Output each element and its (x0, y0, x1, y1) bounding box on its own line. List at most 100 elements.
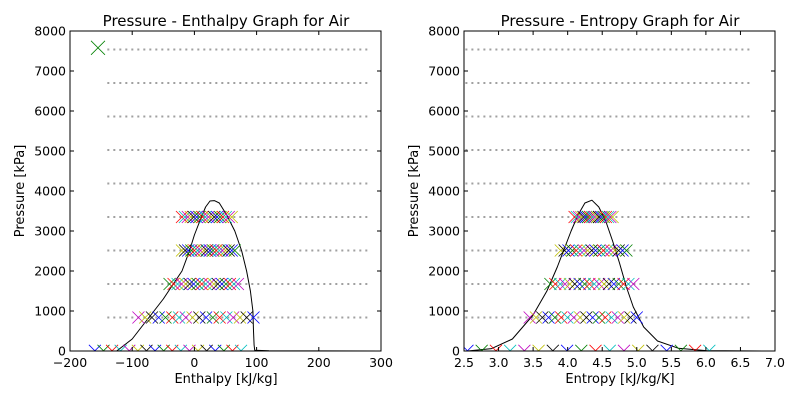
data-point-marker (548, 311, 562, 324)
data-point-marker (184, 210, 198, 224)
data-point-marker (620, 244, 633, 257)
data-point-marker (207, 210, 221, 224)
data-point-marker (578, 277, 591, 291)
pressure-enthalpy-chart: Pressure - Enthalpy Graph for Air Enthal… (13, 12, 393, 387)
data-point-marker (630, 311, 644, 324)
data-point-marker (226, 311, 240, 324)
data-point-marker (213, 311, 226, 324)
data-point-marker (604, 210, 617, 224)
data-point-marker (178, 244, 192, 257)
data-point-marker (535, 311, 549, 324)
data-point-marker (577, 210, 590, 224)
data-point-marker (225, 244, 239, 257)
data-point-marker (247, 311, 260, 324)
y-tick-label: 5000 (34, 144, 66, 159)
data-point-marker (573, 277, 586, 291)
x-tick-label: 0 (190, 355, 198, 370)
y-tick-label: 1000 (428, 304, 460, 319)
data-point-marker (199, 210, 212, 224)
data-point-marker (212, 244, 226, 257)
data-point-marker (181, 244, 195, 257)
data-point-marker (172, 311, 186, 324)
data-point-marker (570, 210, 584, 224)
data-point-marker (187, 210, 200, 224)
saturation-dome-curve (116, 200, 381, 351)
y-tick-label: 2000 (428, 264, 460, 279)
x-tick-label: 4.0 (558, 355, 578, 370)
data-point-marker (599, 210, 613, 224)
data-point-marker (240, 311, 254, 324)
x-tick-label: 5.0 (627, 355, 647, 370)
data-point-marker (579, 210, 593, 224)
data-point-marker (558, 277, 572, 291)
x-tick-label: 200 (307, 355, 331, 370)
data-point-marker (601, 210, 615, 224)
data-point-marker (228, 244, 242, 257)
data-point-marker (175, 244, 189, 257)
data-point-marker (159, 311, 172, 324)
data-point-marker (529, 311, 543, 324)
data-point-marker (590, 210, 604, 224)
data-point-marker (210, 210, 224, 224)
data-point-marker (194, 244, 207, 257)
y-tick-label: 3000 (34, 224, 66, 239)
plot-area (464, 48, 769, 351)
data-point-marker (181, 210, 195, 224)
x-tick-label: 5.5 (661, 355, 681, 370)
x-tick-label: 3.5 (523, 355, 543, 370)
data-point-marker (586, 311, 599, 324)
data-point-marker (554, 311, 568, 324)
data-point-marker (190, 210, 203, 224)
data-point-marker (561, 311, 574, 324)
axes-frame (69, 30, 382, 352)
data-point-marker (186, 311, 199, 324)
data-point-marker (216, 244, 229, 257)
y-tick-label: 0 (58, 344, 66, 359)
data-point-marker (622, 277, 635, 291)
saturation-dome-curve (467, 199, 769, 351)
data-point-marker (175, 210, 189, 224)
y-tick-label: 8000 (428, 24, 460, 39)
data-point-marker (231, 277, 245, 291)
data-point-marker (213, 210, 227, 224)
data-point-marker (188, 244, 201, 257)
data-point-marker (165, 311, 179, 324)
x-axis-label: Entropy [kJ/kg/K] (565, 372, 674, 387)
data-point-marker (179, 311, 193, 324)
data-point-marker (227, 277, 241, 291)
x-axis-label: Enthalpy [kJ/kg] (174, 372, 277, 387)
x-tick-label: 4.5 (592, 355, 612, 370)
data-point-marker (573, 311, 587, 324)
data-point-marker (606, 210, 619, 224)
data-point-marker (233, 311, 247, 324)
data-point-marker (200, 244, 214, 257)
data-point-marker (612, 277, 625, 291)
y-tick-label: 4000 (428, 184, 460, 199)
y-tick-label: 6000 (34, 104, 66, 119)
data-point-marker (132, 311, 145, 324)
data-point-marker (544, 277, 557, 291)
data-point-marker (219, 210, 233, 224)
x-tick-label: 6.5 (730, 355, 750, 370)
data-point-marker (605, 311, 618, 324)
data-point-marker (602, 277, 616, 291)
data-point-marker (624, 311, 637, 324)
data-point-marker (222, 210, 236, 224)
data-point-marker (548, 277, 562, 291)
data-point-marker (206, 244, 220, 257)
data-point-marker (193, 210, 206, 224)
y-tick-label: 1000 (34, 304, 66, 319)
data-point-marker (583, 210, 597, 224)
data-point-marker (575, 210, 588, 224)
data-point-marker (568, 210, 581, 224)
y-tick-label: 8000 (34, 24, 66, 39)
x-tick-label: 300 (369, 355, 393, 370)
data-point-marker (193, 311, 206, 324)
y-axis-label: Pressure [kPa] (13, 145, 28, 238)
y-tick-label: 3000 (428, 224, 460, 239)
data-point-marker (592, 210, 606, 224)
data-point-marker (185, 244, 198, 257)
data-point-marker (617, 311, 631, 324)
data-point-marker (598, 311, 612, 324)
